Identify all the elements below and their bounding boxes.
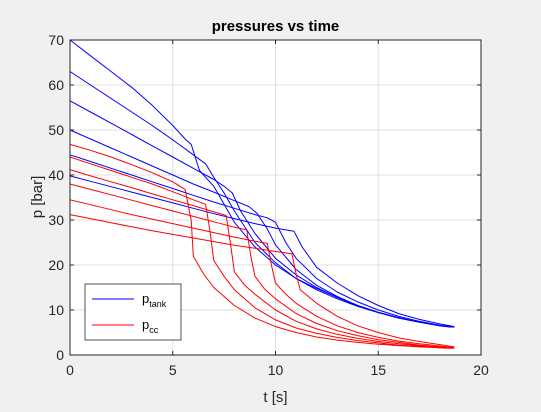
y-axis-label: p [bar] bbox=[29, 176, 46, 219]
plot-series bbox=[69, 39, 455, 349]
y-tick-label: 70 bbox=[48, 32, 64, 48]
x-tick-label: 10 bbox=[268, 362, 284, 378]
series-line-tank-5 bbox=[69, 175, 455, 328]
x-tick-label: 0 bbox=[66, 362, 74, 378]
legend-sub-tank: tank bbox=[149, 299, 167, 309]
legend-base-tank: p bbox=[142, 291, 149, 306]
series-line-cc-9 bbox=[69, 183, 455, 349]
series-line-cc-8 bbox=[69, 169, 453, 349]
legend: ptank pcc bbox=[84, 283, 182, 341]
series-line-cc-6 bbox=[69, 143, 447, 349]
y-tick-label: 0 bbox=[56, 347, 64, 363]
y-tick-label: 10 bbox=[48, 302, 64, 318]
y-tick-label: 50 bbox=[48, 122, 64, 138]
legend-box bbox=[84, 283, 182, 341]
grid-lines bbox=[70, 40, 481, 355]
y-tick-label: 20 bbox=[48, 257, 64, 273]
series-line-tank-4 bbox=[69, 154, 455, 328]
y-tick-label: 30 bbox=[48, 212, 64, 228]
series-line-cc-10 bbox=[69, 199, 455, 349]
series-line-cc-7 bbox=[69, 156, 451, 349]
y-tick-label: 60 bbox=[48, 77, 64, 93]
axis-ticks: 0 5 10 15 20 0 10 20 30 40 50 60 70 bbox=[48, 32, 489, 378]
x-axis-label: t [s] bbox=[263, 389, 287, 406]
x-tick-label: 5 bbox=[169, 362, 177, 378]
y-tick-label: 40 bbox=[48, 167, 64, 183]
chart-title: pressures vs time bbox=[212, 18, 340, 35]
legend-label-tank: ptank bbox=[142, 291, 167, 309]
series-line-cc-11 bbox=[69, 214, 455, 348]
legend-base-cc: p bbox=[142, 317, 149, 332]
legend-label-cc: pcc bbox=[142, 317, 159, 335]
legend-sub-cc: cc bbox=[149, 325, 159, 335]
series-line-tank-3 bbox=[69, 129, 455, 328]
x-tick-label: 15 bbox=[370, 362, 386, 378]
x-tick-label: 20 bbox=[473, 362, 489, 378]
